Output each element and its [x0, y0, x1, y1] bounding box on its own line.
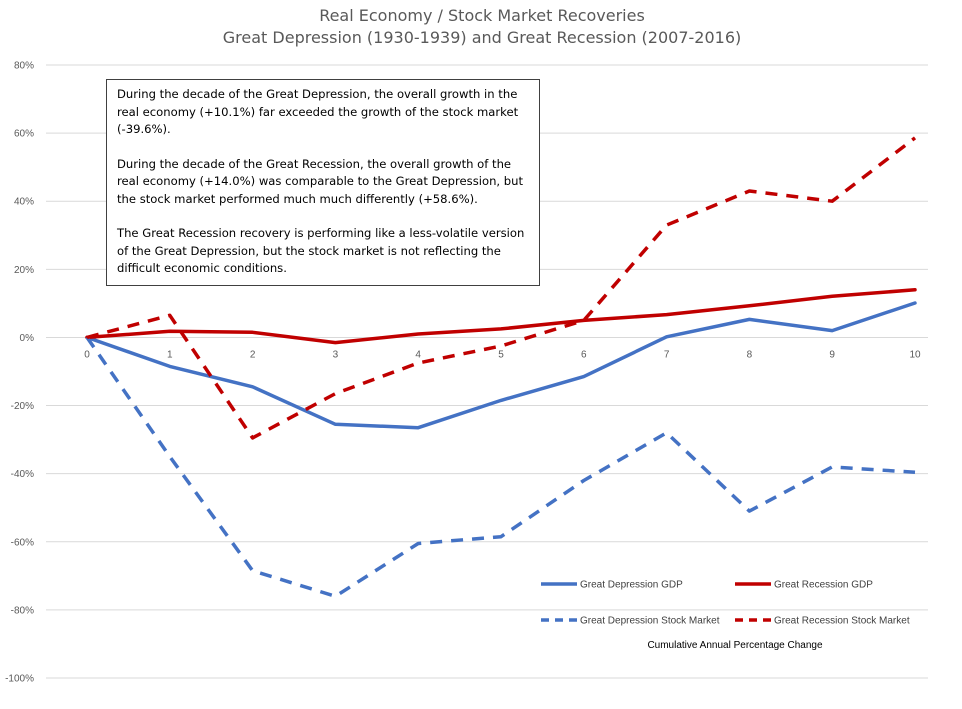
legend-label: Great Recession GDP [774, 580, 873, 591]
y-tick-label: 60% [14, 129, 34, 140]
y-tick-label: -40% [11, 469, 34, 480]
annotation-paragraph-2: During the decade of the Great Recession… [117, 156, 524, 206]
x-tick-label: 9 [829, 349, 835, 360]
x-tick-label: 2 [250, 349, 256, 360]
x-tick-label: 4 [415, 349, 421, 360]
x-tick-label: 7 [664, 349, 670, 360]
chart-title: Real Economy / Stock Market Recoveries [319, 6, 645, 25]
y-tick-label: -20% [11, 401, 34, 412]
x-axis-label: Cumulative Annual Percentage Change [647, 640, 823, 651]
x-tick-label: 10 [909, 349, 921, 360]
y-tick-label: -100% [5, 674, 34, 685]
series-line-great-depression-stock-market [85, 336, 916, 599]
x-tick-label: 3 [333, 349, 339, 360]
x-tick-label: 6 [581, 349, 587, 360]
x-tick-label: 1 [167, 349, 173, 360]
legend-label: Great Depression Stock Market [580, 616, 720, 627]
y-axis-ticks: 80% 60% 40% 20% 0% -20% -40% -60% -80% -100% [5, 61, 34, 685]
annotation-box: During the decade of the Great Depressio… [106, 79, 540, 286]
annotation-paragraph-3: The Great Recession recovery is performi… [117, 226, 525, 275]
series-line-great-recession-stock-market [86, 136, 917, 440]
y-tick-label: 0% [20, 333, 35, 344]
legend-label: Great Depression GDP [580, 580, 683, 591]
y-tick-label: -60% [11, 537, 34, 548]
y-tick-label: 40% [14, 197, 34, 208]
y-tick-label: 80% [14, 61, 34, 72]
legend-label: Great Recession Stock Market [774, 616, 910, 627]
chart-subtitle: Great Depression (1930-1939) and Great R… [223, 28, 741, 47]
series-lines [85, 136, 917, 599]
y-tick-label: 20% [14, 265, 34, 276]
x-tick-label: 8 [747, 349, 753, 360]
x-tick-label: 5 [498, 349, 504, 360]
x-axis: 0 1 2 3 4 5 6 7 8 9 10 [46, 336, 928, 360]
legend: Great Depression GDP Great Recession GDP G… [541, 580, 910, 627]
x-tick-label: 0 [84, 349, 90, 360]
annotation-paragraph-1: During the decade of the Great Depressio… [117, 87, 519, 136]
series-line-great-recession-gdp [85, 288, 917, 345]
y-tick-label: -80% [11, 605, 34, 616]
series-line-great-depression-gdp [85, 301, 917, 430]
